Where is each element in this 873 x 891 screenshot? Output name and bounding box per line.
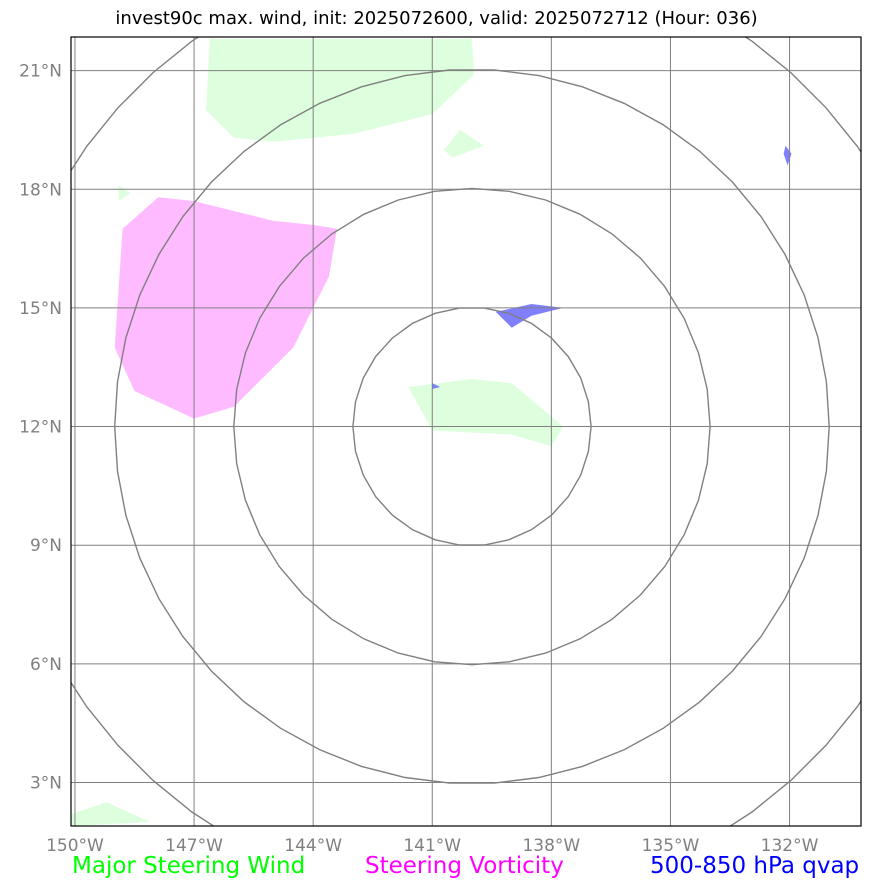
lon-tick-label: 150°W (46, 836, 104, 856)
qvap-region (783, 145, 792, 166)
legend-wind: Major Steering Wind (72, 853, 306, 879)
latitude-labels: 3°N 6°N 9°N 12°N 15°N 18°N 21°N (19, 62, 62, 794)
wind-region (444, 129, 484, 158)
wind-layer (71, 39, 564, 826)
wind-region (118, 185, 131, 202)
legend-vorticity: Steering Vorticity (365, 853, 564, 879)
lon-tick-label: 132°W (761, 836, 819, 856)
range-ring (352, 307, 592, 546)
qvap-region (432, 383, 441, 389)
longitude-labels: 150°W 147°W 144°W 141°W 138°W 135°W 132°W (46, 836, 819, 856)
lon-tick-label: 144°W (284, 836, 342, 856)
range-ring (113, 69, 830, 784)
lon-tick-label: 135°W (642, 836, 700, 856)
wind-region (408, 379, 564, 447)
range-ring (233, 187, 711, 666)
wind-region (71, 802, 151, 826)
legend-qvap: 500-850 hPa qvap (650, 853, 860, 879)
map-title: invest90c max. wind, init: 2025072600, v… (115, 8, 758, 29)
qvap-layer (432, 145, 792, 389)
lat-tick-label: 9°N (30, 536, 62, 556)
lat-tick-label: 21°N (19, 62, 62, 82)
lon-tick-label: 141°W (403, 836, 461, 856)
qvap-region (495, 304, 564, 328)
lat-tick-label: 12°N (19, 418, 62, 438)
lat-tick-label: 6°N (30, 655, 62, 675)
plot-frame (70, 36, 862, 827)
lon-tick-label: 147°W (165, 836, 223, 856)
lat-tick-label: 15°N (19, 299, 62, 319)
lon-tick-label: 138°W (522, 836, 580, 856)
lat-tick-label: 18°N (19, 180, 62, 200)
wind-region (206, 39, 474, 142)
lat-tick-label: 3°N (30, 773, 62, 793)
